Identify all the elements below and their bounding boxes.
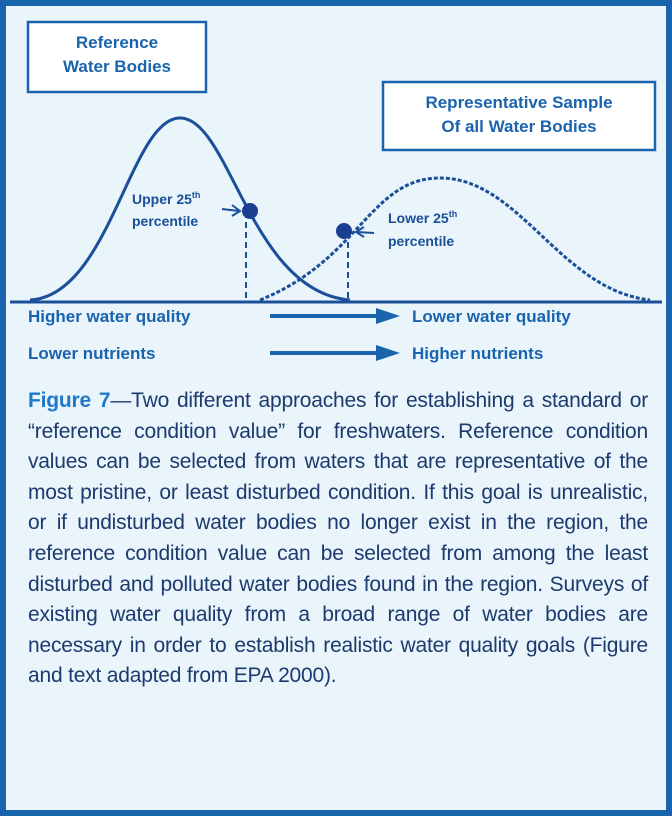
arrow-to: Lower water quality [412,307,571,326]
sample-box [381,80,657,152]
upper-label-sup: th [192,190,201,200]
upper-label-text: Upper 25 [132,191,192,207]
reference-box-line: Reference [76,33,158,52]
reference-box [26,20,208,94]
arrow-to: Higher nutrients [412,344,543,363]
arrow-head [376,308,400,324]
reference-box-line: Water Bodies [63,57,171,76]
lower-label-line2: percentile [388,233,454,249]
upper-pointer [221,204,242,217]
arrow-from: Higher water quality [28,307,191,326]
lower-pointer [354,226,375,238]
upper-label-line2: percentile [132,213,198,229]
upper-label: Upper 25th [132,190,200,207]
lower-point [336,223,352,239]
diagram: Reference Water Bodies Representative Sa… [10,20,662,363]
sample-box-line: Of all Water Bodies [441,117,596,136]
arrow-from: Lower nutrients [28,344,156,363]
sample-box-line: Representative Sample [425,93,612,112]
reference-curve [29,116,351,302]
upper-point [242,203,258,219]
caption-label: Figure 7 [28,389,111,412]
caption-text: —Two different approaches for establishi… [28,389,648,688]
lower-label-sup: th [449,209,458,219]
lower-label: Lower 25th [388,209,457,226]
lower-label-text: Lower 25 [388,210,449,226]
sample-curve [259,176,651,302]
arrow-head [376,345,400,361]
caption: Figure 7—Two different approaches for es… [28,386,648,692]
